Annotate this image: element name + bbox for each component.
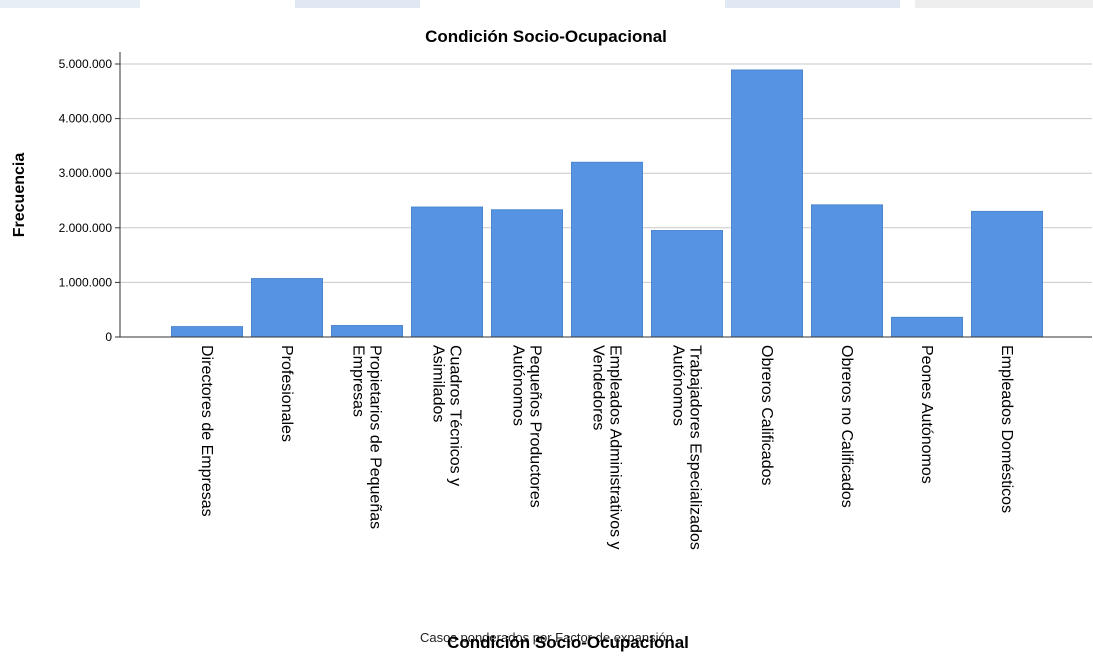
y-tick-label: 2.000.000 xyxy=(59,221,113,235)
window-top-strip xyxy=(0,0,1093,16)
footer-note: Casos ponderados por Factor de expansión xyxy=(420,630,673,645)
x-tick-label: Obreros Calificados xyxy=(758,345,775,486)
x-tick-label: Autónomos xyxy=(670,345,687,426)
bar xyxy=(251,278,323,338)
x-tick-label: Profesionales xyxy=(278,345,295,442)
toolbar-fragment-left xyxy=(0,0,140,8)
bar xyxy=(331,325,403,338)
y-tick-label: 4.000.000 xyxy=(59,112,113,126)
x-tick-label: Asimilados xyxy=(430,345,447,422)
x-tick-label: Directores de Empresas xyxy=(198,345,215,517)
x-tick-label: Propietarios de Pequeñas xyxy=(367,345,384,529)
x-tick-labels: Directores de Empresas Profesionales Propi… xyxy=(198,345,1015,550)
toolbar-fragment-middle xyxy=(295,0,420,8)
y-tick-label: 1.000.000 xyxy=(59,275,113,289)
y-tick-label: 5.000.000 xyxy=(59,57,113,71)
x-tick-label: Trabajadores Especializados xyxy=(687,345,704,550)
bar xyxy=(731,69,803,338)
x-tick-label: Autónomos xyxy=(510,345,527,426)
x-tick-label: Empresas xyxy=(350,345,367,417)
bar xyxy=(571,161,643,338)
bar xyxy=(971,210,1043,338)
x-tick-label: Vendedores xyxy=(590,345,607,430)
x-tick-label: Pequeños Productores xyxy=(527,345,544,508)
bar xyxy=(171,326,243,338)
toolbar-fragment-right xyxy=(725,0,900,8)
bar xyxy=(491,209,563,338)
toolbar-fragment-far-right xyxy=(915,0,1093,8)
bar xyxy=(891,316,963,338)
x-tick-label: Obreros no Calificados xyxy=(838,345,855,508)
x-tick-label: Empleados Domésticos xyxy=(998,345,1015,513)
x-tick-label: Empleados Administrativos y xyxy=(607,345,624,550)
x-tick-label: Peones Autónomos xyxy=(918,345,935,484)
bar xyxy=(651,230,723,338)
y-tick-labels: 0 1.000.000 2.000.000 3.000.000 4.000.000 5.0… xyxy=(59,57,113,344)
chart-title: Condición Socio-Ocupacional xyxy=(425,27,667,46)
bars xyxy=(171,69,1043,338)
axes xyxy=(115,52,1092,338)
y-axis-title: Frecuencia xyxy=(11,153,28,238)
y-tick-label: 3.000.000 xyxy=(59,166,113,180)
y-tick-label: 0 xyxy=(105,330,112,344)
bar xyxy=(411,206,483,338)
bar xyxy=(811,204,883,338)
x-tick-label: Cuadros Técnicos y xyxy=(447,345,464,486)
